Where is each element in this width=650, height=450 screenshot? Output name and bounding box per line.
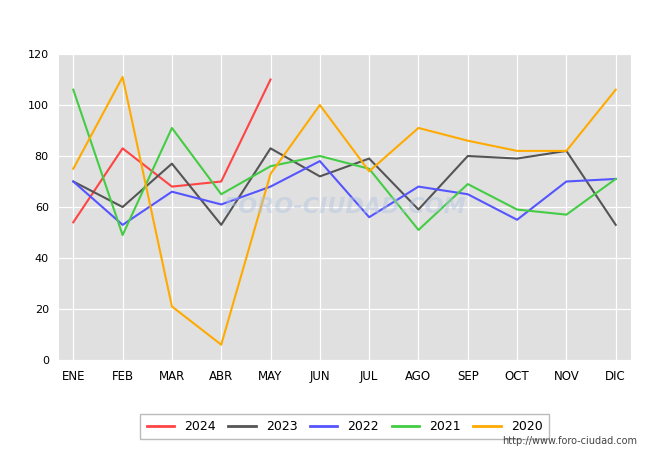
- Text: Matriculaciones de Vehiculos en Tortosa: Matriculaciones de Vehiculos en Tortosa: [159, 14, 491, 32]
- Legend: 2024, 2023, 2022, 2021, 2020: 2024, 2023, 2022, 2021, 2020: [140, 414, 549, 440]
- Text: FORO-CIUDAD.COM: FORO-CIUDAD.COM: [223, 197, 466, 217]
- Text: http://www.foro-ciudad.com: http://www.foro-ciudad.com: [502, 436, 637, 446]
